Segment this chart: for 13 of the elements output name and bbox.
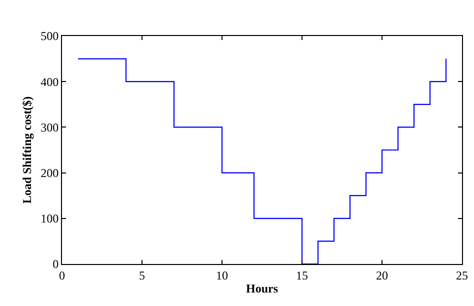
- x-axis-title: Hours: [246, 281, 278, 296]
- x-tick-label: 5: [139, 268, 145, 282]
- x-tick-label: 15: [296, 268, 308, 282]
- y-axis-title: Load Shifting cost($): [20, 96, 34, 204]
- y-tick-label: 100: [40, 212, 59, 226]
- x-tick-label: 20: [376, 268, 388, 282]
- x-tick-label: 25: [456, 268, 468, 282]
- y-tick-label: 200: [40, 166, 59, 180]
- y-tick-label: 300: [40, 120, 59, 134]
- y-tick-label: 500: [40, 29, 59, 44]
- y-tick-label: 0: [52, 257, 59, 272]
- x-tick-label: 10: [216, 268, 228, 282]
- y-tick-label: 400: [40, 74, 59, 89]
